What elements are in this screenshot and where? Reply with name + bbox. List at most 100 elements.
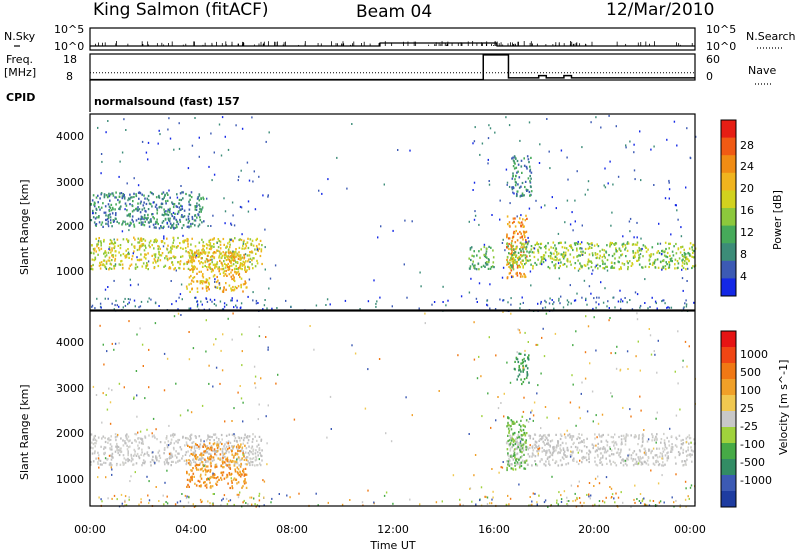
velocity-speckle [133, 397, 135, 400]
velocity-cell [573, 441, 575, 444]
velocity-cell [525, 432, 528, 435]
velocity-cell [120, 437, 122, 440]
velocity-floor [556, 501, 558, 504]
power-cell [135, 219, 138, 222]
velocity-cell [188, 445, 191, 449]
power-cell [516, 192, 518, 196]
velocity-cell [244, 479, 246, 482]
velocity-cell [153, 434, 155, 437]
power-cell [179, 263, 181, 266]
power-speckle [218, 282, 220, 285]
power-cell [179, 192, 182, 195]
power-cell [108, 194, 111, 198]
nave-tick-bottom: 0 [706, 70, 713, 83]
power-cell [197, 249, 200, 252]
velocity-cell [150, 464, 152, 467]
velocity-cell [127, 460, 129, 463]
freq-tick-top: 18 [63, 53, 77, 66]
velocity-speckle [254, 382, 256, 385]
velocity-cell [624, 462, 627, 465]
velocity-cell [612, 440, 615, 443]
velocity-cell [559, 451, 561, 454]
vel-ytick-4000: 4000 [56, 336, 84, 349]
velocity-cell [209, 435, 211, 438]
velocity-cell [512, 438, 515, 441]
power-cell [117, 198, 119, 202]
power-cell [172, 226, 175, 229]
velocity-floor [327, 501, 329, 504]
power-cell [108, 205, 111, 208]
power-speckle [118, 175, 120, 178]
power-cell [169, 250, 171, 253]
velocity-cell [210, 446, 213, 449]
velocity-cell [551, 454, 554, 457]
velocity-cell [507, 460, 510, 463]
power-floor [552, 303, 554, 306]
velocity-speckle [109, 401, 112, 404]
velocity-cell [98, 459, 100, 462]
power-floor [654, 300, 657, 303]
velocity-cell [676, 445, 678, 448]
power-cell [242, 244, 244, 247]
power-cell [197, 252, 199, 256]
power-speckle [541, 263, 543, 266]
velocity-cell [548, 443, 550, 446]
power-cell [173, 239, 175, 242]
power-cell [669, 254, 671, 257]
velocity-cell [188, 485, 190, 488]
power-cell [214, 263, 216, 266]
velocity-cell [214, 450, 216, 453]
velocity-cell [582, 455, 585, 459]
velocity-cell [209, 458, 212, 461]
power-cell [665, 247, 667, 251]
power-cell [142, 243, 145, 247]
power-speckle [230, 222, 232, 225]
velocity-speckle [675, 414, 678, 417]
velocity-cell [234, 452, 237, 455]
power-cell [217, 279, 219, 282]
velocity-floor [640, 502, 642, 504]
velocity-cell [141, 451, 143, 454]
velocity-cell [615, 451, 618, 454]
power-cell [164, 193, 166, 196]
power-cell [119, 247, 122, 250]
power-speckle [230, 238, 232, 241]
velocity-cell [617, 448, 620, 451]
velocity-cell [229, 486, 231, 490]
velocity-cell [658, 447, 661, 450]
velocity-cell [620, 434, 623, 437]
power-cell [691, 255, 693, 258]
velocity-cell [94, 450, 96, 453]
velocity-cell [215, 454, 218, 457]
power-cell [510, 269, 513, 272]
power-cell [147, 216, 149, 219]
power-speckle [661, 253, 663, 255]
velocity-cell [165, 437, 168, 440]
power-cell [563, 246, 566, 249]
velocity-speckle [212, 472, 214, 475]
power-cell [135, 194, 138, 198]
velocity-speckle [252, 453, 254, 456]
power-cell [636, 249, 639, 252]
power-cell [104, 266, 107, 269]
power-cell [669, 242, 671, 245]
velocity-cell [205, 465, 207, 468]
velocity-cell [675, 436, 677, 439]
power-cell [256, 237, 258, 240]
power-cell [229, 238, 231, 241]
velocity-speckle [167, 444, 170, 447]
power-cell [141, 217, 143, 220]
velocity-cell [108, 463, 111, 466]
power-cell [510, 245, 513, 248]
power-cell [674, 267, 676, 270]
velocity-speckle [213, 343, 215, 346]
velocity-cell [514, 442, 517, 446]
power-cell [692, 251, 694, 254]
power-cell [210, 270, 213, 273]
velocity-cell [228, 463, 231, 467]
velocity-cell [192, 458, 195, 461]
velocity-cell [235, 445, 238, 448]
power-cell [107, 223, 109, 226]
velocity-cell [247, 439, 250, 442]
velocity-cell [603, 451, 606, 454]
